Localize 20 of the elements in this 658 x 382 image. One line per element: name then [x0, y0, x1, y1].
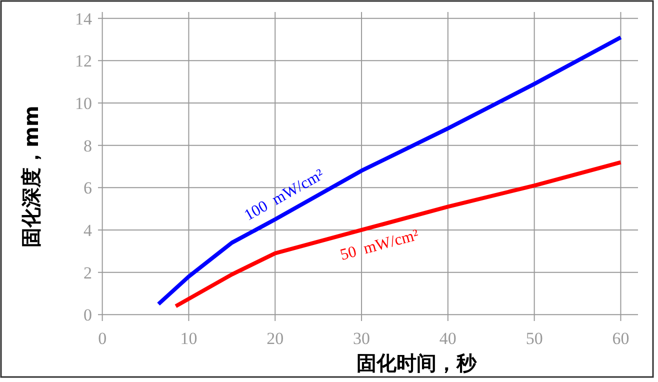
- x-axis-title: 固化时间，秒: [356, 351, 478, 375]
- y-axis-title: 固化深度，mm: [19, 106, 43, 248]
- y-tick-label: 8: [84, 136, 92, 156]
- x-tick-label: 60: [612, 329, 630, 348]
- text: 50 mW/cm²: [338, 226, 421, 264]
- y-tick-label: 4: [84, 220, 92, 240]
- y-tick-label: 10: [75, 94, 92, 114]
- y-tick-label: 6: [84, 178, 92, 198]
- y-tick-label: 12: [75, 52, 92, 71]
- y-tick-label: 0: [84, 306, 92, 325]
- x-tick-label: 30: [353, 329, 370, 348]
- y-tick-label: 2: [84, 263, 92, 282]
- y-tick-label: 14: [75, 9, 92, 28]
- x-tick-label: 10: [180, 329, 198, 348]
- x-tick-label: 50: [526, 329, 543, 348]
- x-tick-label: 0: [98, 329, 107, 348]
- line-series: [174, 160, 623, 308]
- x-tick-label: 20: [266, 329, 284, 348]
- line-series: [156, 35, 623, 306]
- x-tick-label: 40: [439, 329, 456, 348]
